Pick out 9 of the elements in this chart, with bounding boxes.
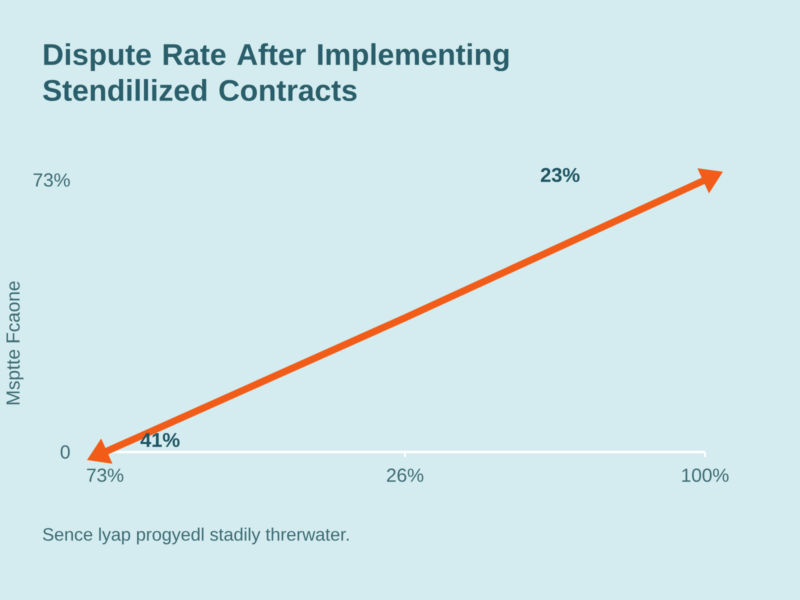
y-tick-label: 0 [60, 445, 70, 459]
x-tick-label: 26% [387, 468, 424, 482]
x-tick-label: 100% [682, 468, 729, 482]
y-axis-title: Msptte Fcaone [6, 281, 24, 404]
x-tick-label: 73% [87, 468, 124, 482]
chart-title: Dispute Rate After Implementing Stendillized Contracts [43, 43, 508, 102]
text: Sence lyap progyedl stadily threrwater. [43, 528, 349, 544]
annotation: 23% [540, 168, 580, 182]
annotation: 41% [140, 432, 180, 447]
